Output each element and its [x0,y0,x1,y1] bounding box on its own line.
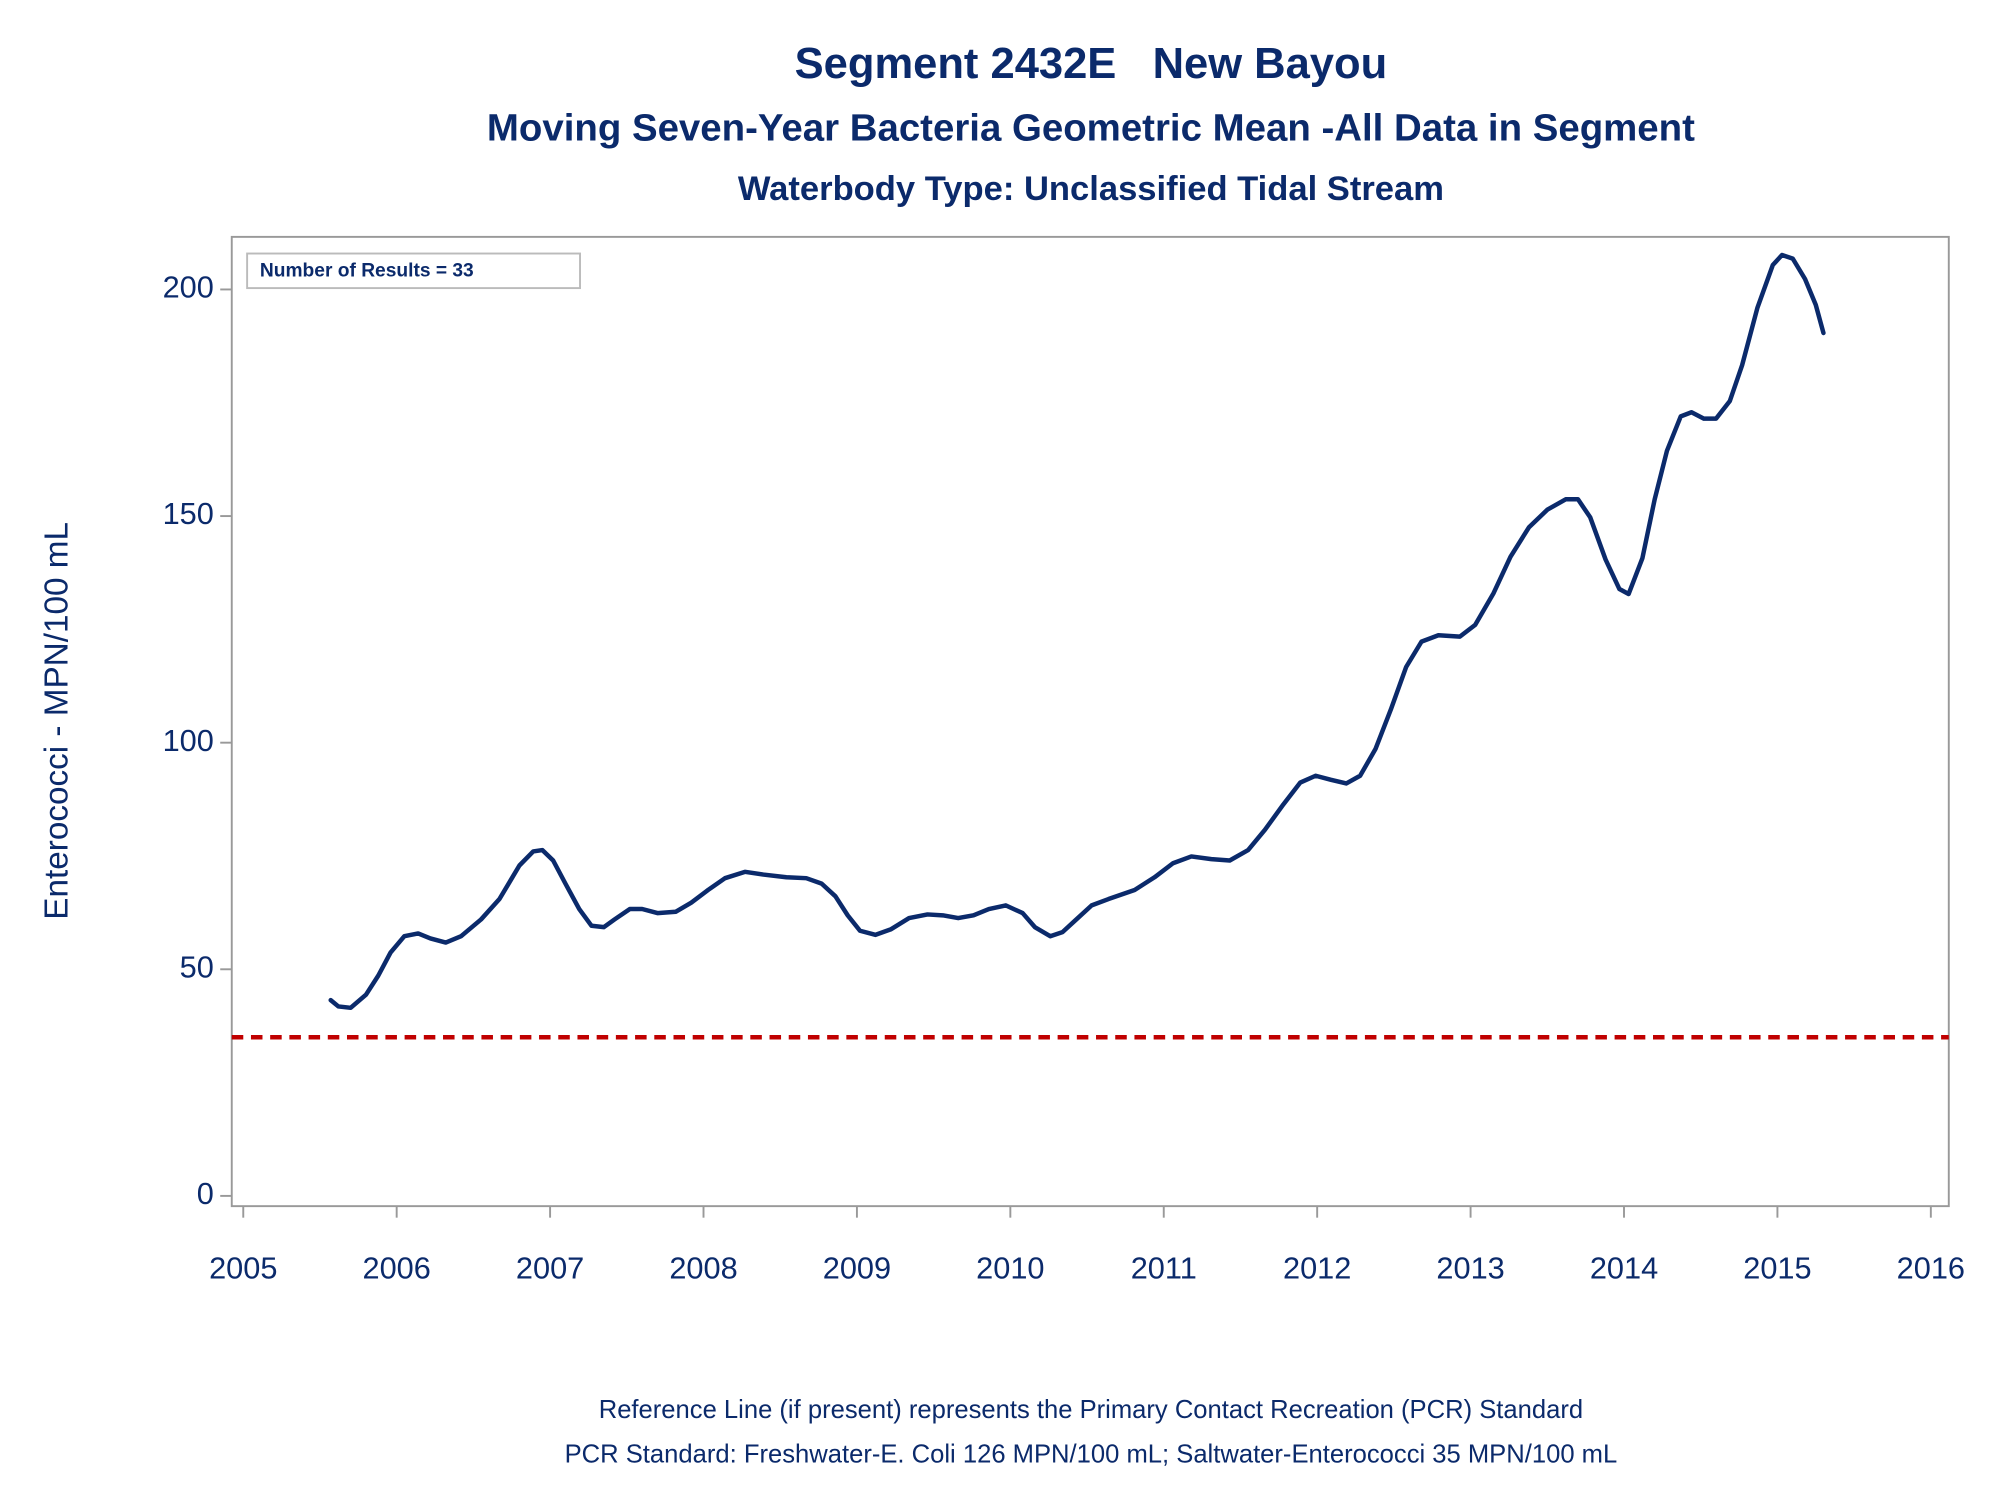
x-tick-label: 2005 [209,1250,277,1285]
data-line [328,252,1826,1011]
chart-title: Segment 2432E New Bayou [795,40,1388,88]
x-tick-label: 2015 [1743,1250,1811,1285]
x-tick-label: 2012 [1283,1250,1351,1285]
x-tick-label: 2010 [976,1250,1044,1285]
x-tick-label: 2006 [363,1250,431,1285]
x-tick-label: 2011 [1131,1250,1197,1285]
annotation-box [246,252,581,290]
y-tick-label: 150 [163,496,214,531]
x-tick-label: 2008 [669,1250,737,1285]
y-tick-label: 0 [197,1176,214,1211]
x-tick-label: 2014 [1590,1250,1658,1285]
x-tick-label: 2016 [1897,1250,1965,1285]
y-tick-label: 50 [180,949,214,984]
x-tick-label: 2009 [823,1250,891,1285]
y-tick-label: 200 [163,270,214,305]
y-axis-label: Enterococci - MPN/100 mL [39,522,76,920]
chart-subtitle: Moving Seven-Year Bacteria Geometric Mea… [487,107,1695,150]
y-tick-label: 100 [163,723,214,758]
footnote: PCR Standard: Freshwater-E. Coli 126 MPN… [565,1441,1618,1469]
annotation: Number of Results = 33 [260,261,474,282]
footnote: Reference Line (if present) represents t… [599,1396,1583,1424]
chart-subtitle: Waterbody Type: Unclassified Tidal Strea… [738,170,1444,208]
x-tick-label: 2007 [516,1250,584,1285]
plot-frame [230,235,1950,1208]
x-tick-label: 2013 [1436,1250,1504,1285]
